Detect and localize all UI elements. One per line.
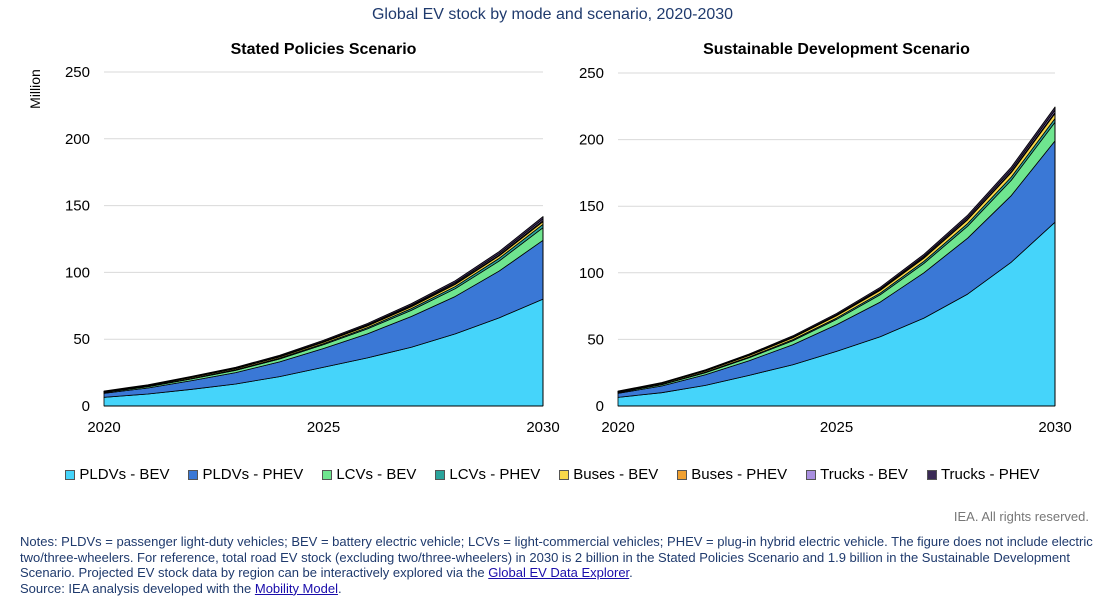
y-tick-label: 150 bbox=[579, 198, 604, 215]
chart-panel-2: Sustainable Development Scenario 0 50 100 15… bbox=[579, 41, 1072, 436]
source-end: . bbox=[337, 580, 342, 596]
x-tick-label: 2030 bbox=[1038, 419, 1071, 436]
legend-label: PLDVs - BEV bbox=[79, 466, 170, 483]
figure-title: Global EV stock by mode and scenario, 20… bbox=[371, 6, 734, 23]
legend-label: Trucks - BEV bbox=[820, 466, 908, 483]
legend-item: PLDVs - BEV bbox=[65, 466, 169, 483]
y-tick-label: 50 bbox=[587, 331, 604, 348]
charts-area: Stated Policies Scenario 0 50 100 150 200 250 2… bbox=[27, 41, 1072, 436]
y-tick-label: 200 bbox=[65, 131, 90, 148]
legend-item: LCVs - BEV bbox=[322, 466, 416, 483]
legend-label: PLDVs - PHEV bbox=[202, 466, 304, 483]
legend-item: Trucks - PHEV bbox=[926, 466, 1040, 483]
chart-title: Sustainable Development Scenario bbox=[703, 41, 970, 58]
legend-item: Trucks - BEV bbox=[806, 466, 908, 483]
x-tick-label: 2030 bbox=[526, 419, 559, 436]
legend-swatch bbox=[926, 469, 937, 480]
legend: PLDVs - BEV PLDVs - PHEV LCVs - BEV LCVs - … bbox=[0, 466, 1105, 483]
legend-item: Buses - BEV bbox=[559, 466, 658, 483]
mobility-model-link[interactable]: Mobility Model bbox=[254, 580, 338, 596]
y-tick-label: 0 bbox=[82, 398, 90, 415]
legend-swatch bbox=[559, 469, 570, 480]
legend-swatch bbox=[435, 469, 446, 480]
legend-item: Buses - PHEV bbox=[677, 466, 787, 483]
y-tick-label: 50 bbox=[73, 331, 90, 348]
legend-item: PLDVs - PHEV bbox=[188, 466, 303, 483]
legend-item: LCVs - PHEV bbox=[435, 466, 540, 483]
legend-swatch bbox=[806, 469, 817, 480]
y-tick-label: 200 bbox=[579, 132, 604, 149]
legend-label: Buses - PHEV bbox=[691, 466, 788, 483]
legend-swatch bbox=[322, 469, 333, 480]
legend-label: LCVs - PHEV bbox=[449, 466, 541, 483]
notes: Notes: PLDVs = passenger light-duty vehi… bbox=[20, 534, 1095, 596]
y-tick-label: 100 bbox=[65, 264, 90, 281]
x-tick-label: 2020 bbox=[87, 419, 120, 436]
y-axis-label: Million bbox=[27, 69, 43, 109]
legend-label: LCVs - BEV bbox=[336, 466, 417, 483]
x-tick-label: 2025 bbox=[307, 419, 340, 436]
copyright-text: IEA. All rights reserved. bbox=[953, 509, 1089, 524]
chart-title: Stated Policies Scenario bbox=[231, 41, 417, 58]
legend-label: Trucks - PHEV bbox=[940, 466, 1040, 483]
notes-text: Notes: PLDVs = passenger light-duty vehi… bbox=[20, 534, 1093, 580]
source-text: Source: IEA analysis developed with the bbox=[20, 580, 255, 596]
legend-label: Buses - BEV bbox=[573, 466, 659, 483]
x-tick-label: 2025 bbox=[820, 419, 853, 436]
chart-panel-1: Stated Policies Scenario 0 50 100 150 200 250 2… bbox=[27, 41, 560, 436]
y-tick-label: 0 bbox=[596, 398, 604, 415]
y-tick-label: 250 bbox=[65, 64, 90, 81]
notes-end: . bbox=[629, 565, 633, 580]
y-tick-label: 100 bbox=[579, 265, 604, 282]
x-tick-label: 2020 bbox=[601, 419, 634, 436]
legend-swatch bbox=[677, 469, 688, 480]
legend-swatch bbox=[65, 469, 76, 480]
y-tick-label: 150 bbox=[65, 198, 90, 215]
y-tick-label: 250 bbox=[579, 65, 604, 82]
legend-swatch bbox=[188, 469, 199, 480]
global-ev-data-explorer-link[interactable]: Global EV Data Explorer bbox=[488, 565, 630, 580]
